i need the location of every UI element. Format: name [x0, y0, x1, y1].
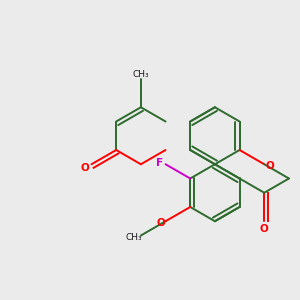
- Text: O: O: [156, 218, 165, 228]
- Text: CH₃: CH₃: [126, 233, 142, 242]
- Text: O: O: [80, 163, 89, 173]
- Text: CH₃: CH₃: [133, 70, 149, 79]
- Text: O: O: [266, 161, 275, 171]
- Text: O: O: [260, 224, 268, 234]
- Text: F: F: [156, 158, 163, 168]
